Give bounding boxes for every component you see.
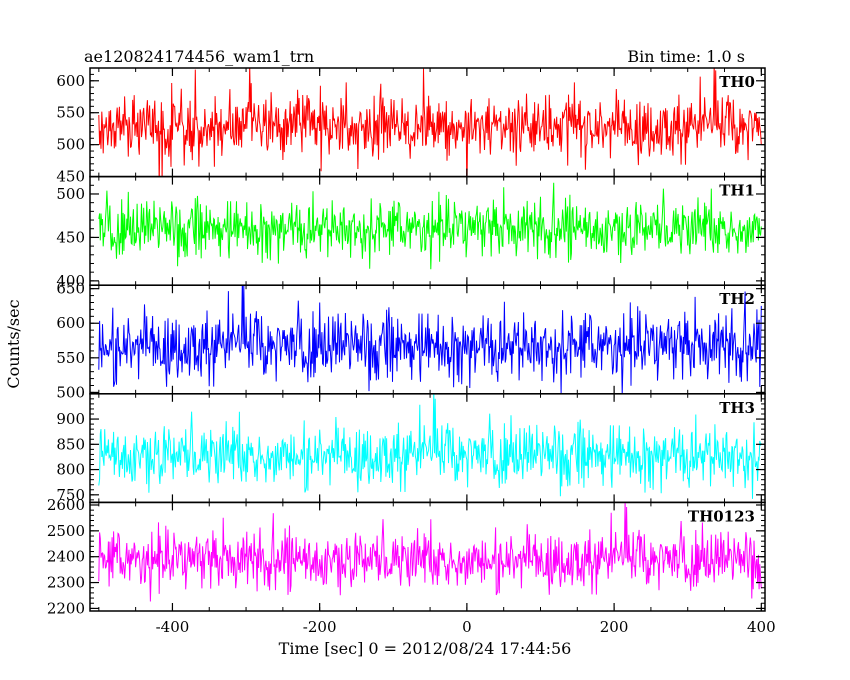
y-tick-label: 800 [56,461,85,479]
panel-label: TH3 [719,399,755,417]
y-tick-label: 2200 [47,599,85,617]
series-th3-trace [98,393,762,499]
y-tick-label: 450 [56,168,85,186]
series-th2-trace [98,285,762,394]
y-tick-label: 650 [56,280,85,298]
y-tick-label: 750 [56,486,85,504]
y-tick-label: 2400 [47,548,85,566]
observation-id-title: ae120824174456_wam1_trn [84,47,314,66]
y-tick-label: 550 [56,104,85,122]
x-tick-label: -400 [156,618,190,636]
y-tick-label: 500 [56,383,85,401]
x-axis-label: Time [sec] 0 = 2012/08/24 17:44:56 [279,639,572,658]
panel-th3: 750 800 850 900 TH3 [56,393,766,504]
x-tick-label: 400 [747,618,776,636]
y-tick-label: 900 [56,410,85,428]
panel-label: TH0123 [688,507,755,525]
series-th0123-trace [98,502,762,602]
y-tick-label: 500 [56,185,85,203]
panel-label: TH1 [719,182,755,200]
panel-th0123: 2200 2300 2400 2500 2600 TH0123 [47,496,766,617]
y-tick-label: 2500 [47,522,85,540]
y-tick-label: 500 [56,136,85,154]
y-tick-label: 400 [56,272,85,290]
y-tick-label: 600 [56,314,85,332]
y-tick-label: 600 [56,72,85,90]
y-tick-label: 2600 [47,496,85,514]
x-tick-label: 0 [462,618,472,636]
y-tick-label: 2300 [47,574,85,592]
bin-time-label: Bin time: 1.0 s [627,47,745,66]
y-axis-label: Counts/sec [4,299,23,388]
x-tick-label: 200 [600,618,629,636]
panel-label: TH2 [719,290,755,308]
panel-frame [89,501,766,612]
y-tick-label: 450 [56,228,85,246]
x-tick-label: -200 [303,618,337,636]
series-th0-trace [98,68,762,177]
series-th1-trace [98,182,762,270]
panel-th1: 400 450 500 TH1 [56,175,766,290]
y-tick-label: 550 [56,349,85,367]
panel-label: TH0 [719,73,755,91]
panel-th2: 500 550 600 650 TH2 [56,280,766,401]
y-tick-label: 850 [56,435,85,453]
